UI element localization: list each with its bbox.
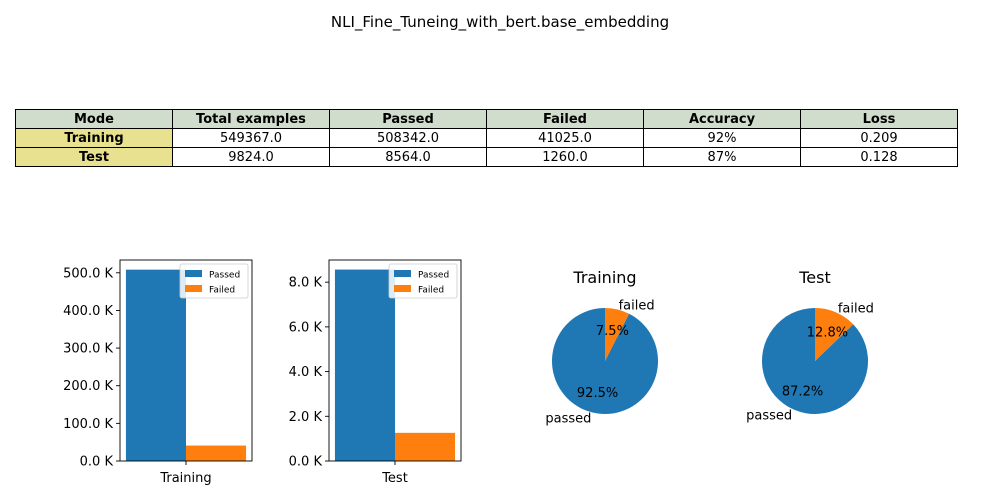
y-tick-label: 400.0 K: [63, 304, 113, 319]
pie-pct-label: 87.2%: [782, 384, 823, 399]
x-tick-label: Test: [381, 471, 408, 486]
y-tick-label: 2.0 K: [289, 410, 323, 425]
table-cell: 87%: [643, 147, 801, 167]
legend-label-passed: Passed: [209, 271, 240, 281]
pie-category-label: passed: [746, 409, 792, 424]
y-tick-label: 100.0 K: [63, 417, 113, 432]
x-tick-label: Training: [159, 471, 211, 486]
bar-failed: [395, 432, 456, 461]
header-total-examples: Total examples: [172, 109, 330, 129]
pie-slice-failed: [815, 308, 854, 361]
y-tick-label: 0.0 K: [289, 455, 323, 470]
summary-table: Mode Total examples Passed Failed Accura…: [15, 109, 958, 167]
figure-title: NLI_Fine_Tuneing_with_bert.base_embeddin…: [330, 13, 670, 31]
y-tick-label: 500.0 K: [63, 266, 113, 281]
y-tick-label: 8.0 K: [289, 276, 323, 291]
table-row: Test 9824.0 8564.0 1260.0 87% 0.128: [15, 147, 958, 167]
table-cell: 8564.0: [329, 147, 487, 167]
row-label-test: Test: [15, 147, 173, 167]
header-mode: Mode: [15, 109, 173, 129]
table-cell: 92%: [643, 128, 801, 148]
bar-passed: [125, 269, 186, 461]
header-passed: Passed: [329, 109, 487, 129]
y-tick-label: 6.0 K: [289, 320, 323, 335]
bar-passed: [334, 269, 395, 461]
y-tick-label: 200.0 K: [63, 379, 113, 394]
legend-label-failed: Failed: [418, 286, 444, 296]
table-cell: 1260.0: [486, 147, 644, 167]
legend-swatch-passed: [394, 270, 411, 277]
legend-label-failed: Failed: [209, 286, 235, 296]
row-label-training: Training: [15, 128, 173, 148]
pie-category-label: failed: [838, 301, 874, 316]
bar-failed: [186, 445, 247, 461]
legend-swatch-passed: [185, 270, 202, 277]
pie-title: Test: [798, 268, 831, 287]
pie-slice-failed: [605, 308, 630, 361]
header-loss: Loss: [800, 109, 958, 129]
pie-pct-label: 92.5%: [577, 386, 618, 401]
legend-label-passed: Passed: [418, 271, 449, 281]
pie-category-label: failed: [619, 298, 655, 313]
table-cell: 508342.0: [329, 128, 487, 148]
y-tick-label: 4.0 K: [289, 365, 323, 380]
legend-swatch-failed: [394, 285, 411, 292]
header-accuracy: Accuracy: [643, 109, 801, 129]
table-header-row: Mode Total examples Passed Failed Accura…: [15, 109, 958, 129]
pie-pct-label: 7.5%: [596, 324, 629, 339]
table-cell: 0.128: [800, 147, 958, 167]
pie-title: Training: [572, 268, 636, 287]
legend-swatch-failed: [185, 285, 202, 292]
pie-category-label: passed: [545, 412, 591, 427]
table-cell: 9824.0: [172, 147, 330, 167]
pie-pct-label: 12.8%: [807, 326, 848, 341]
y-tick-label: 300.0 K: [63, 342, 113, 357]
y-tick-label: 0.0 K: [80, 455, 114, 470]
